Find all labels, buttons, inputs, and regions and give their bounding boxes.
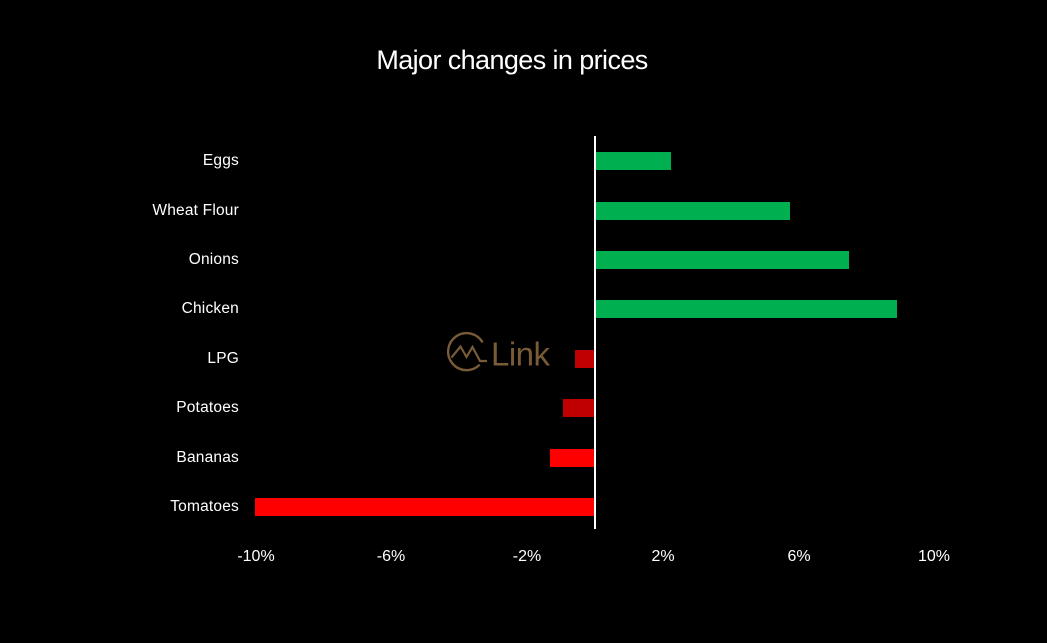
svg-text:Link: Link bbox=[491, 336, 551, 373]
